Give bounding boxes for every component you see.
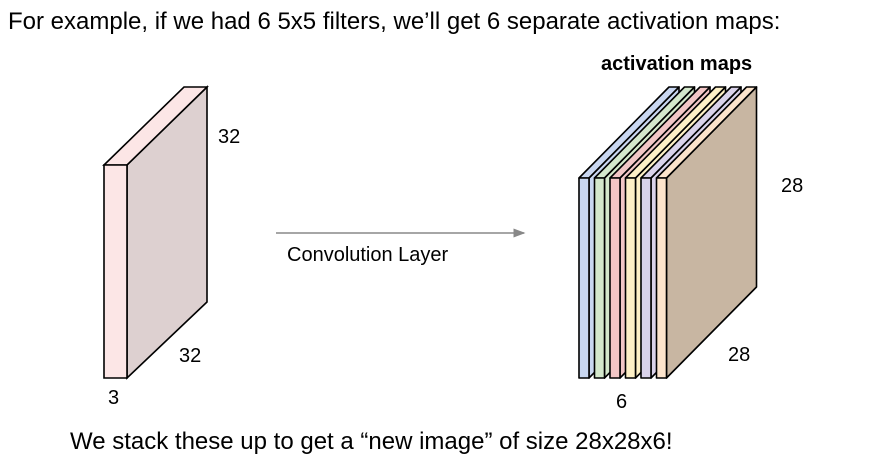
output-width-label: 28 (728, 344, 751, 366)
output-depth-label: 6 (616, 391, 628, 413)
activation-maps-stack (578, 86, 758, 379)
activation-map-front (593, 177, 606, 379)
input-volume-front (103, 164, 128, 379)
input-volume (102, 85, 209, 380)
activation-map-front (640, 177, 652, 379)
bottom-caption: We stack these up to get a “new image” o… (70, 428, 673, 455)
activation-map-front (624, 177, 637, 379)
input-height-label: 32 (218, 126, 241, 148)
top-caption: For example, if we had 6 5x5 filters, we… (8, 8, 781, 35)
activation-map-front (578, 177, 590, 379)
output-height-label: 28 (781, 175, 804, 197)
input-width-label: 32 (179, 345, 202, 367)
input-depth-label: 3 (108, 387, 120, 409)
activation-maps-title: activation maps (601, 53, 753, 75)
activation-map-front (655, 177, 668, 379)
activation-map-front (609, 177, 621, 379)
convolution-layer-label: Convolution Layer (287, 244, 449, 266)
